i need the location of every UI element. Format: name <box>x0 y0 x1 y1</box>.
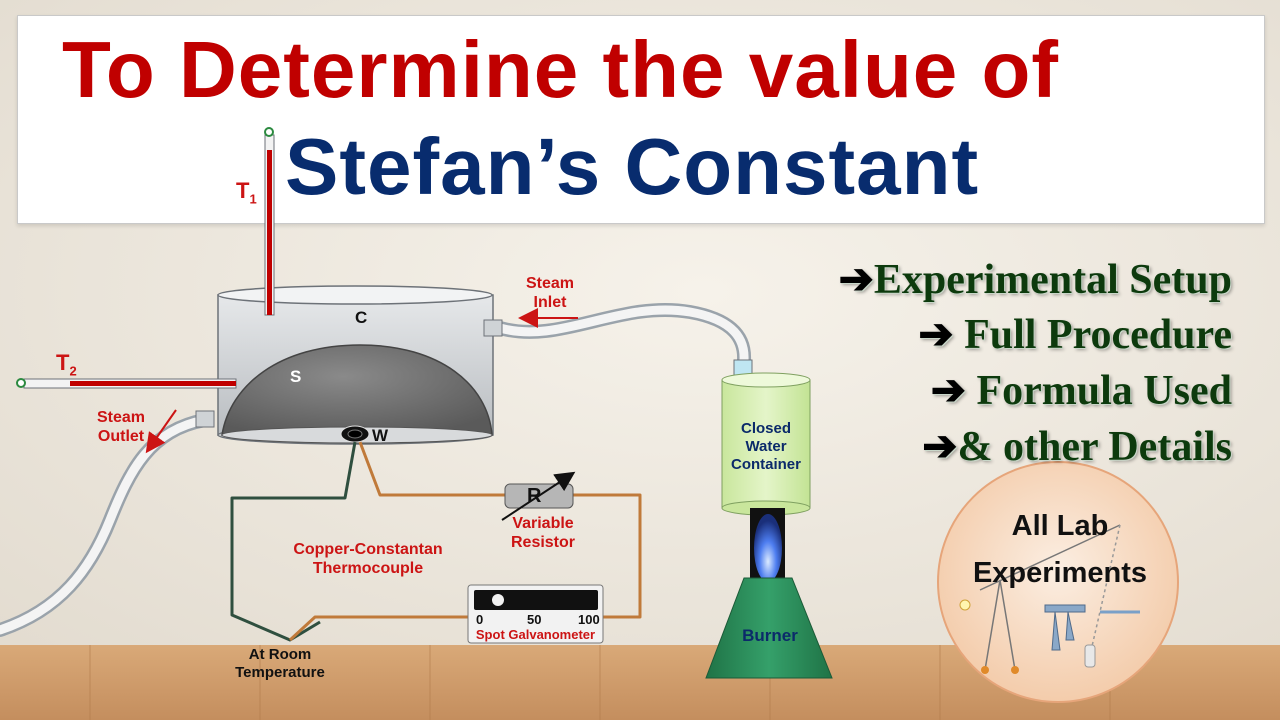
thermocouple-line-1: Copper-Constantan <box>293 541 443 558</box>
steam-inlet-line-2: Inlet <box>533 294 567 311</box>
galvanometer-scale-0: 0 <box>476 612 484 627</box>
t2-letter: T <box>56 350 70 375</box>
lab-experiments-badge <box>937 461 1179 703</box>
steam-inlet-line-1: Steam <box>525 275 575 292</box>
label-closed-water-container: Closed Water Container <box>722 420 810 474</box>
title-line-2: Stefan’s Constant <box>285 122 980 211</box>
galvanometer-scale-50: 50 <box>527 612 542 627</box>
badge-line-2: Experiments <box>972 557 1148 589</box>
bullet-other-details: ➔& other Details <box>672 422 1232 472</box>
variable-resistor <box>501 471 576 521</box>
t2-subscript: 2 <box>69 363 77 379</box>
title-line-1: To Determine the value of <box>62 25 1060 114</box>
label-thermocouple: Copper-Constantan Thermocouple <box>282 540 454 578</box>
bullet-text: Formula Used <box>966 368 1233 414</box>
room-line-2: Temperature <box>235 664 325 681</box>
thermometer-t1 <box>264 127 275 316</box>
container-line-3: Container <box>730 456 801 473</box>
bullet-text: Full Procedure <box>953 312 1232 358</box>
galvanometer-scale-100: 100 <box>578 612 600 627</box>
arrow-icon: ➔ <box>918 312 954 358</box>
badge-line-1: All Lab <box>1011 510 1109 542</box>
copper-wire <box>358 441 505 497</box>
flame <box>754 514 782 582</box>
bullet-text: & other Details <box>957 424 1233 470</box>
arrow-icon: ➔ <box>930 368 966 414</box>
steam-outlet-line-1: Steam <box>96 409 146 426</box>
label-t1: T1 <box>236 178 257 206</box>
bullet-experimental-setup: ➔Experimental Setup <box>672 255 1232 305</box>
label-burner: Burner <box>742 626 798 645</box>
bullet-text: Experimental Setup <box>873 257 1232 303</box>
label-s: S <box>290 367 302 386</box>
title-banner <box>17 15 1265 224</box>
burner <box>705 508 833 679</box>
label-spot-galvanometer: Spot Galvanometer <box>475 627 596 642</box>
resistor-line-1: Variable <box>512 515 574 532</box>
label-w: W <box>372 426 389 445</box>
bullet-formula-used: ➔ Formula Used <box>672 366 1232 416</box>
thermocouple-line-2: Thermocouple <box>312 560 424 577</box>
t1-letter: T <box>236 178 250 203</box>
hemisphere-s <box>221 344 493 436</box>
label-steam-outlet: Steam Outlet <box>85 408 157 446</box>
thermometer-t2 <box>16 378 237 389</box>
t1-subscript: 1 <box>249 191 257 207</box>
room-line-1: At Room <box>248 646 312 663</box>
container-line-1: Closed <box>740 420 791 437</box>
bullet-full-procedure: ➔ Full Procedure <box>672 310 1232 360</box>
label-variable-resistor: Variable Resistor <box>503 514 583 552</box>
arrow-icon: ➔ <box>838 257 874 303</box>
label-room-temperature: At Room Temperature <box>218 646 342 682</box>
arrow-icon: ➔ <box>922 424 958 470</box>
spot-galvanometer <box>467 584 604 644</box>
resistor-line-2: Resistor <box>510 534 576 551</box>
steam-jacket-vessel <box>217 285 494 445</box>
steam-outlet-line-2: Outlet <box>97 428 145 445</box>
label-resistor-symbol: R <box>527 485 542 507</box>
label-steam-inlet: Steam Inlet <box>515 274 585 312</box>
steam-outlet-tube <box>0 413 212 637</box>
steam-outlet-arrow <box>145 409 177 454</box>
label-c: C <box>355 308 368 327</box>
container-line-2: Water <box>745 438 787 455</box>
label-t2: T2 <box>56 350 77 378</box>
